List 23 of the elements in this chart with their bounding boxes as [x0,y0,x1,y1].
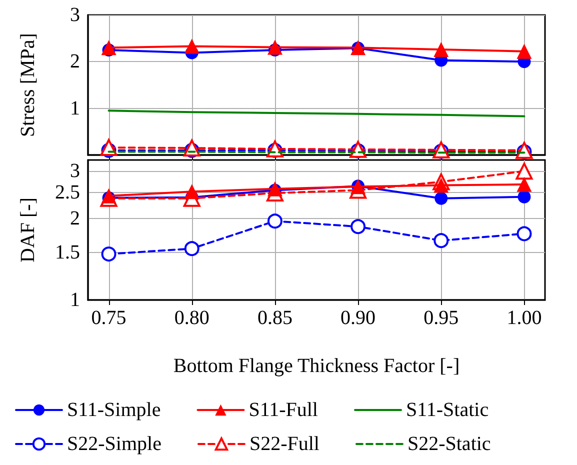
legend-label: S22-Static [407,433,491,455]
y-tick-label: 1.5 [55,241,80,264]
y-tick-label: 3 [70,4,80,26]
y-axis-title: DAF [-] [17,198,39,262]
y-tick-label: 2.5 [55,182,80,204]
x-axis-title: Bottom Flange Thickness Factor [-] [173,355,460,377]
legend-label: S11-Static [406,399,489,421]
y-tick-label: 2 [70,208,80,230]
y-tick-label: 2 [70,50,80,73]
legend-label: S22-Simple [67,433,162,455]
legend-label: S22-Full [249,433,320,455]
legend-label: S11-Full [248,399,318,421]
y-tick-label: 1 [70,97,80,120]
y-tick-label: 3 [70,160,80,182]
x-tick-label: 1.00 [506,307,542,329]
x-tick-label: 0.90 [340,307,376,329]
legend-label: S11-Simple [67,399,161,421]
y-tick-label: 1 [70,289,80,311]
x-tick-label: 0.75 [91,307,126,329]
y-axis-title: Stress [MPa] [17,33,39,137]
x-tick-label: 0.95 [424,307,459,329]
x-tick-label: 0.85 [257,307,292,329]
x-tick-label: 0.80 [174,307,210,329]
